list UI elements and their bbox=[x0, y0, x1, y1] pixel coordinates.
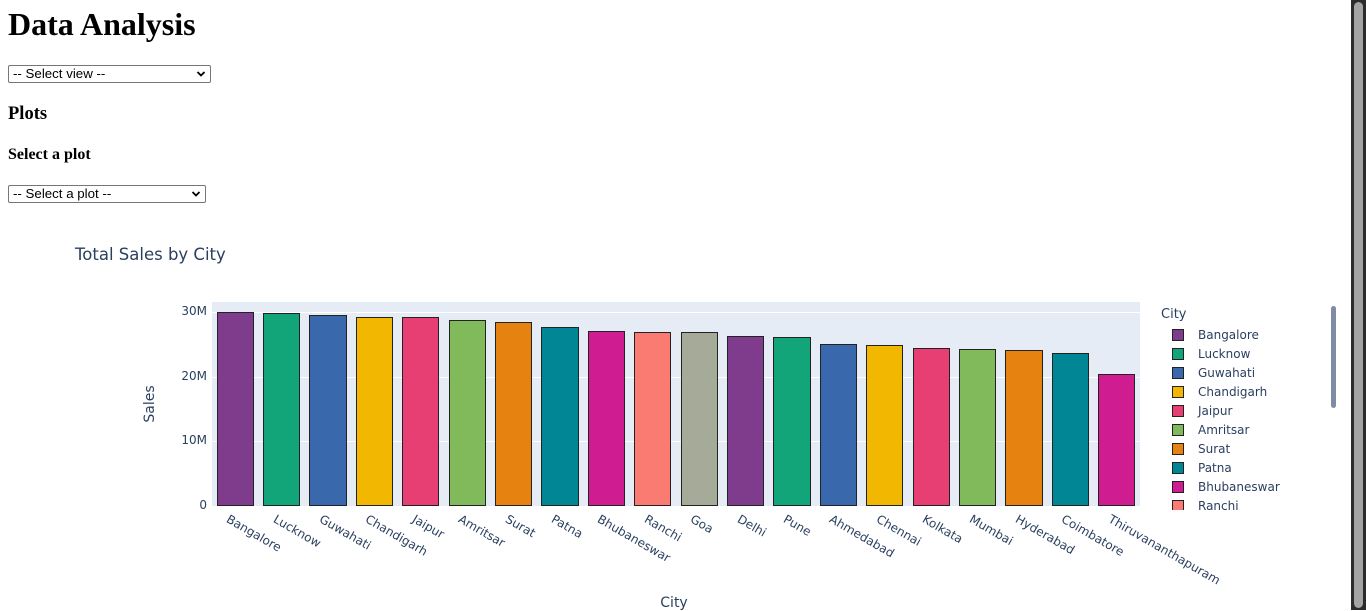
legend-item-bangalore[interactable]: Bangalore bbox=[1172, 325, 1259, 344]
gridline bbox=[212, 376, 1140, 378]
bar-mumbai[interactable] bbox=[959, 348, 997, 506]
bar-chennai[interactable] bbox=[866, 344, 904, 506]
bar-bhubaneswar[interactable] bbox=[587, 331, 625, 506]
legend-swatch bbox=[1172, 499, 1184, 510]
y-axis-label: Sales bbox=[142, 385, 158, 423]
legend-swatch bbox=[1172, 461, 1184, 474]
legend-swatch bbox=[1172, 404, 1184, 417]
plot-area[interactable] bbox=[212, 302, 1140, 506]
x-tick-label: Kolkata bbox=[920, 512, 966, 547]
legend-label: Amritsar bbox=[1198, 422, 1250, 437]
x-axis-label: City bbox=[660, 595, 688, 611]
legend-item-patna[interactable]: Patna bbox=[1172, 458, 1232, 477]
bar-coimbatore[interactable] bbox=[1051, 353, 1089, 506]
view-select[interactable]: -- Select view -- bbox=[8, 65, 211, 83]
bar-hyderabad[interactable] bbox=[1005, 349, 1043, 506]
bar-delhi[interactable] bbox=[727, 335, 765, 506]
chart-title: Total Sales by City bbox=[75, 245, 226, 264]
plot-select-value: -- Select a plot -- bbox=[13, 186, 112, 201]
bar-kolkata[interactable] bbox=[912, 348, 950, 506]
bar-chandigarh[interactable] bbox=[355, 317, 393, 506]
legend-item-lucknow[interactable]: Lucknow bbox=[1172, 344, 1250, 363]
legend-label: Jaipur bbox=[1198, 403, 1233, 418]
page-scrollbar[interactable] bbox=[1351, 0, 1366, 610]
legend-label: Chandigarh bbox=[1198, 384, 1268, 399]
view-select-value: -- Select view -- bbox=[13, 66, 106, 81]
legend-scrollbar[interactable] bbox=[1331, 306, 1336, 408]
legend-item-guwahati[interactable]: Guwahati bbox=[1172, 363, 1255, 382]
x-tick-label: Surat bbox=[502, 512, 538, 541]
legend-item-jaipur[interactable]: Jaipur bbox=[1172, 401, 1232, 420]
legend-swatch bbox=[1172, 423, 1184, 436]
legend-swatch bbox=[1172, 442, 1184, 455]
chevron-down-icon bbox=[196, 71, 206, 77]
plots-heading: Plots bbox=[8, 104, 48, 124]
legend-swatch bbox=[1172, 480, 1184, 493]
y-tick-label: 30M bbox=[181, 304, 207, 318]
legend-label: Ranchi bbox=[1198, 498, 1239, 511]
legend-swatch bbox=[1172, 385, 1184, 398]
legend-label: Bangalore bbox=[1198, 327, 1259, 342]
legend-swatch bbox=[1172, 347, 1184, 360]
y-tick-label: 10M bbox=[181, 433, 207, 448]
bar-goa[interactable] bbox=[680, 332, 718, 506]
chevron-down-icon bbox=[191, 191, 201, 197]
x-tick-label: Mumbai bbox=[966, 512, 1016, 549]
bar-thiruvananthapuram[interactable] bbox=[1098, 374, 1136, 506]
bar-ranchi[interactable] bbox=[634, 332, 672, 506]
x-tick-label: Pune bbox=[781, 512, 814, 539]
bar-jaipur[interactable] bbox=[402, 317, 440, 506]
bar-lucknow[interactable] bbox=[263, 313, 301, 506]
legend-item-surat[interactable]: Surat bbox=[1172, 439, 1230, 458]
legend-label: Surat bbox=[1198, 441, 1231, 456]
plot-select-label: Select a plot bbox=[8, 146, 91, 163]
legend-swatch bbox=[1172, 328, 1184, 341]
legend-label: Patna bbox=[1198, 460, 1232, 475]
page-title: Data Analysis bbox=[8, 6, 196, 42]
bar-amritsar[interactable] bbox=[448, 320, 486, 506]
legend-item-amritsar[interactable]: Amritsar bbox=[1172, 420, 1249, 439]
legend-item-bhubaneswar[interactable]: Bhubaneswar bbox=[1172, 477, 1280, 496]
bar-ahmedabad[interactable] bbox=[819, 344, 857, 506]
gridline bbox=[212, 441, 1140, 443]
x-tick-label: Patna bbox=[549, 512, 586, 541]
page-scrollbar-thumb[interactable] bbox=[1354, 2, 1363, 608]
legend[interactable]: City Bangalore Lucknow Guwahati Chandigarh J… bbox=[1155, 303, 1325, 510]
legend-title: City bbox=[1161, 307, 1187, 322]
x-tick-label: Jaipur bbox=[409, 512, 447, 542]
bar-bangalore[interactable] bbox=[216, 312, 254, 506]
legend-item-ranchi[interactable]: Ranchi bbox=[1172, 496, 1239, 510]
bar-pune[interactable] bbox=[773, 337, 811, 506]
y-tick-label: 0 bbox=[199, 498, 207, 512]
bar-guwahati[interactable] bbox=[309, 315, 347, 506]
legend-label: Bhubaneswar bbox=[1198, 479, 1280, 494]
legend-swatch bbox=[1172, 366, 1184, 379]
gridline bbox=[212, 312, 1140, 313]
plot-select[interactable]: -- Select a plot -- bbox=[8, 185, 206, 203]
legend-label: Guwahati bbox=[1198, 365, 1256, 380]
x-tick-label: Delhi bbox=[734, 512, 769, 540]
legend-label: Lucknow bbox=[1198, 346, 1251, 361]
bar-patna[interactable] bbox=[541, 326, 579, 506]
y-tick-label: 20M bbox=[181, 368, 207, 383]
x-tick-label: Amritsar bbox=[456, 512, 508, 550]
x-tick-label: Goa bbox=[688, 512, 716, 537]
legend-item-chandigarh[interactable]: Chandigarh bbox=[1172, 382, 1267, 401]
bar-surat[interactable] bbox=[495, 322, 533, 506]
